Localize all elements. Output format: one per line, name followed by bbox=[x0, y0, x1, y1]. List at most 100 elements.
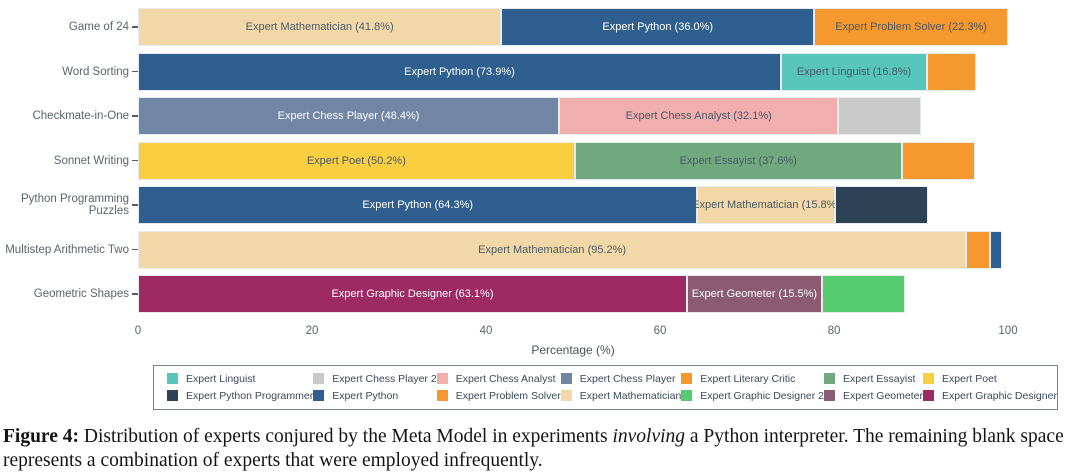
category-label-text: Geometric Shapes bbox=[33, 288, 129, 300]
category-label-text: Checkmate-in-One bbox=[32, 110, 129, 122]
caption-italic-word: involving bbox=[612, 425, 686, 447]
legend-swatch bbox=[922, 373, 934, 384]
y-tick-mark bbox=[132, 293, 138, 295]
bar-segment: Expert Linguist (16.8%) bbox=[780, 52, 928, 91]
bar-segment: Expert Geometer (15.5%) bbox=[686, 275, 822, 313]
legend-swatch bbox=[681, 373, 693, 384]
legend-label: Expert Essayist bbox=[843, 372, 916, 385]
bar-segment: Expert Poet (50.2%) bbox=[138, 141, 575, 180]
legend-item: Expert Chess Analyst bbox=[436, 372, 561, 385]
x-tick-label: 20 bbox=[305, 324, 319, 337]
bar-segment-label: Expert Mathematician (15.8%) bbox=[692, 199, 841, 211]
legend-item: Expert Linguist bbox=[167, 373, 313, 385]
legend-label: Expert Graphic Designer bbox=[941, 389, 1057, 402]
bar-segment bbox=[821, 275, 906, 313]
category-label-text: Word Sorting bbox=[62, 65, 129, 78]
y-tick-mark bbox=[132, 70, 138, 73]
x-tick-label: 100 bbox=[998, 324, 1018, 337]
legend-label: Expert Python bbox=[332, 389, 399, 402]
legend-item: Expert Chess Player 2 bbox=[313, 372, 437, 385]
bar-segment-label: Expert Essayist (37.6%) bbox=[679, 154, 797, 167]
bar-plot-area: Expert Chess Player (48.4%) Expert Chess … bbox=[138, 97, 1008, 135]
legend-item: Expert Geometer bbox=[824, 390, 923, 402]
bar-plot-area: Expert Python (73.9%) Expert Linguist (16… bbox=[138, 52, 1008, 91]
bar-row: Sonnet Writing Expert Poet (50.2%) Expert … bbox=[0, 141, 1080, 180]
bar-row: Multistep Arithmetic Two Expert Mathemati… bbox=[0, 230, 1080, 269]
bar-plot-area: Expert Mathematician (95.2%) bbox=[138, 230, 1008, 269]
legend-label: Expert Literary Critic bbox=[700, 372, 796, 385]
legend-swatch bbox=[167, 373, 178, 384]
x-tick-label: 60 bbox=[653, 324, 667, 337]
legend-item: Expert Graphic Designer 2 bbox=[681, 390, 824, 402]
bar-segment-label: Expert Graphic Designer (63.1%) bbox=[331, 288, 494, 300]
legend-swatch bbox=[560, 373, 572, 384]
legend-swatch bbox=[436, 390, 448, 401]
bar-plot-area: Expert Python (64.3%) Expert Mathematicia… bbox=[138, 186, 1008, 224]
bar-segment: Expert Chess Analyst (32.1%) bbox=[559, 97, 839, 135]
bar-segment: Expert Mathematician (41.8%) bbox=[138, 8, 502, 46]
bar-segment: Expert Python (36.0%) bbox=[501, 8, 815, 46]
figure-caption: Figure 4: Distribution of experts conjur… bbox=[3, 425, 1078, 474]
legend-item: Expert Chess Player bbox=[560, 372, 682, 385]
bar-segment-label: Expert Geometer (15.5%) bbox=[691, 288, 818, 300]
bar-row: Game of 24 Expert Mathematician (41.8%) Ex… bbox=[0, 8, 1080, 46]
legend-swatch bbox=[436, 373, 448, 384]
bar-rows: Game of 24 Expert Mathematician (41.8%) Ex… bbox=[0, 8, 1080, 313]
legend-swatch bbox=[167, 390, 178, 401]
x-tick-label: 80 bbox=[827, 324, 841, 337]
bar-segment-label: Expert Mathematician (41.8%) bbox=[245, 21, 394, 33]
bar-segment-label: Expert Problem Solver (22.3%) bbox=[835, 21, 987, 33]
bar-segment-label: Expert Chess Player (48.4%) bbox=[277, 110, 420, 122]
category-label: Sonnet Writing bbox=[0, 155, 138, 167]
legend-label: Expert Chess Player 2 bbox=[332, 372, 437, 385]
bar-segment: Expert Python (64.3%) bbox=[138, 186, 698, 224]
bar-plot-area: Expert Graphic Designer (63.1%) Expert Ge… bbox=[138, 275, 1008, 313]
chart-legend: Expert Linguist Expert Chess Player 2 Expe… bbox=[153, 364, 1058, 410]
legend-item: Expert Literary Critic bbox=[681, 373, 824, 385]
legend-swatch bbox=[681, 390, 693, 401]
category-label: Multistep Arithmetic Two bbox=[0, 244, 138, 256]
legend-label: Expert Graphic Designer 2 bbox=[700, 389, 825, 402]
bar-plot-area: Expert Poet (50.2%) Expert Essayist (37.6… bbox=[138, 141, 1008, 180]
bar-segment: Expert Graphic Designer (63.1%) bbox=[138, 275, 687, 313]
category-label: Geometric Shapes bbox=[0, 288, 138, 300]
category-label-text: Python Programming Puzzles bbox=[20, 193, 129, 217]
bar-segment: Expert Essayist (37.6%) bbox=[574, 141, 902, 180]
legend-swatch bbox=[824, 390, 836, 401]
category-label: Game of 24 bbox=[0, 21, 138, 33]
legend-item: Expert Python Programmer bbox=[167, 390, 313, 402]
bar-segment-label: Expert Linguist (16.8%) bbox=[796, 65, 912, 78]
bar-segment bbox=[989, 230, 1002, 269]
bar-segment bbox=[901, 141, 975, 180]
legend-swatch bbox=[824, 373, 836, 384]
bar-segment: Expert Problem Solver (22.3%) bbox=[814, 8, 1008, 46]
bar-plot-area: Expert Mathematician (41.8%) Expert Pytho… bbox=[138, 8, 1008, 46]
legend-item: Expert Mathematician bbox=[560, 390, 681, 402]
category-label-text: Sonnet Writing bbox=[53, 154, 129, 167]
bar-segment: Expert Mathematician (95.2%) bbox=[138, 230, 967, 269]
legend-item: Expert Graphic Designer bbox=[922, 389, 1057, 402]
bar-segment-label: Expert Mathematician (95.2%) bbox=[478, 243, 627, 256]
caption-text: a Python interpreter. The remaining blan… bbox=[3, 425, 1064, 472]
bar-segment: Expert Chess Player (48.4%) bbox=[138, 97, 560, 135]
bar-segment bbox=[927, 52, 976, 91]
legend-label: Expert Poet bbox=[941, 372, 997, 385]
bar-segment: Expert Python (73.9%) bbox=[138, 52, 781, 91]
legend-label: Expert Linguist bbox=[186, 372, 256, 385]
category-label: Python Programming Puzzles bbox=[0, 193, 138, 217]
y-tick-mark bbox=[132, 159, 138, 162]
legend-item: Expert Poet bbox=[922, 372, 1057, 385]
bar-row: Checkmate-in-One Expert Chess Player (48.… bbox=[0, 97, 1080, 135]
stacked-bar-chart: Game of 24 Expert Mathematician (41.8%) Ex… bbox=[0, 8, 1080, 410]
y-tick-mark bbox=[132, 26, 138, 28]
bar-row: Python Programming Puzzles Expert Python … bbox=[0, 186, 1080, 224]
legend-swatch bbox=[922, 390, 934, 401]
bar-segment-label: Expert Poet (50.2%) bbox=[306, 154, 406, 167]
bar-row: Word Sorting Expert Python (73.9%) Expert … bbox=[0, 52, 1080, 91]
bar-segment bbox=[838, 97, 921, 135]
legend-item: Expert Essayist bbox=[824, 373, 923, 385]
legend-label: Expert Chess Analyst bbox=[455, 372, 556, 385]
legend-swatch bbox=[313, 373, 325, 384]
legend-label: Expert Chess Player bbox=[579, 372, 676, 385]
